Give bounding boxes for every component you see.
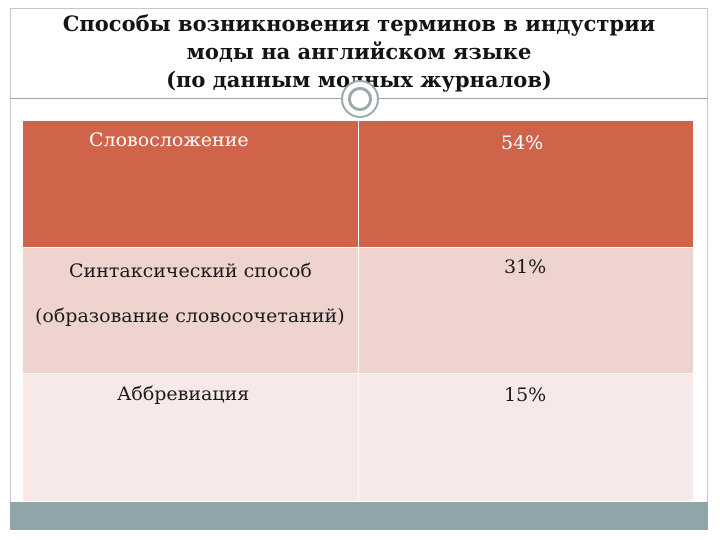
decorative-ring-icon: [341, 80, 379, 118]
footer-accent-bar: [10, 502, 708, 530]
method-cell: Синтаксический способ: [69, 260, 312, 282]
column-separator: [358, 121, 359, 501]
share-cell: 31%: [504, 256, 547, 278]
method-cell: Словосложение: [89, 129, 249, 151]
method-cell: Аббревиация: [117, 383, 250, 405]
share-cell: 15%: [504, 384, 547, 406]
method-note-cell: (образование словосочетаний): [35, 305, 345, 327]
share-cell: 54%: [501, 132, 544, 154]
methods-table: Словосложение 54% Синтаксический способ …: [23, 121, 693, 501]
decorative-ring-inner: [348, 87, 372, 111]
